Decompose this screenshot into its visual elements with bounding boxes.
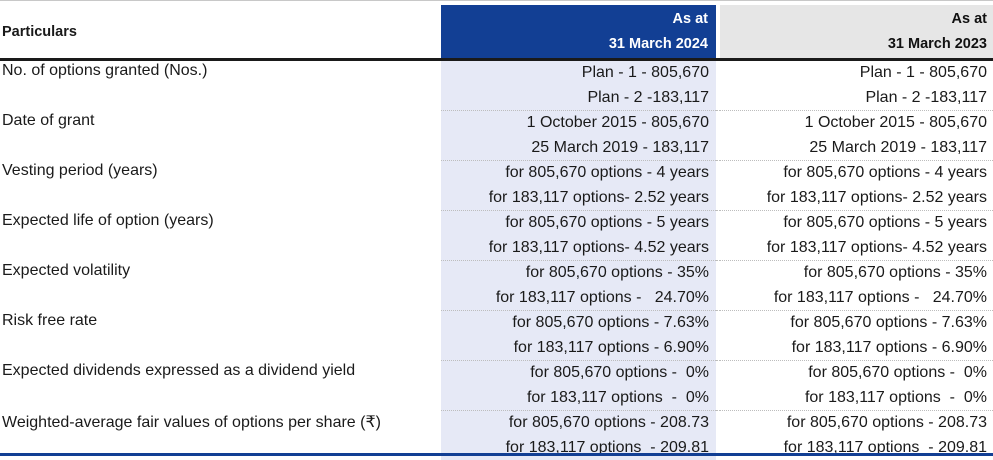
header-2024: As at 31 March 2024 [441, 5, 716, 58]
cell-2024: Plan - 2 -183,117 [441, 86, 716, 111]
row-label: Vesting period (years) [0, 161, 441, 211]
cell-2024: for 183,117 options - 24.70% [441, 286, 716, 311]
table-row: Weighted-average fair values of options … [0, 411, 993, 436]
cell-2023: for 805,670 options - 0% [720, 361, 993, 386]
table-row: Expected volatility for 805,670 options … [0, 261, 993, 286]
cell-2023: for 183,117 options - 0% [720, 386, 993, 411]
cell-2023: for 183,117 options - 24.70% [720, 286, 993, 311]
header-2024-line2: 31 March 2024 [441, 32, 708, 57]
cell-2024: for 805,670 options - 0% [441, 361, 716, 386]
cell-2023: 1 October 2015 - 805,670 [720, 111, 993, 136]
row-label: Risk free rate [0, 311, 441, 361]
table-row: Date of grant 1 October 2015 - 805,670 1… [0, 111, 993, 136]
cell-2024: 25 March 2019 - 183,117 [441, 136, 716, 161]
table-row: Vesting period (years) for 805,670 optio… [0, 161, 993, 186]
cell-2023: for 805,670 options - 35% [720, 261, 993, 286]
cell-2023: Plan - 2 -183,117 [720, 86, 993, 111]
header-2024-line1: As at [441, 7, 708, 32]
cell-2024: for 805,670 options - 208.73 [441, 411, 716, 436]
row-label: No. of options granted (Nos.) [0, 61, 441, 111]
cell-2024: for 183,117 options - 0% [441, 386, 716, 411]
table-row: Risk free rate for 805,670 options - 7.6… [0, 311, 993, 336]
cell-2023: for 183,117 options- 2.52 years [720, 186, 993, 211]
cell-2023: 25 March 2019 - 183,117 [720, 136, 993, 161]
cell-2024: for 183,117 options - 209.81 [441, 436, 716, 460]
cell-2024: Plan - 1 - 805,670 [441, 61, 716, 86]
cell-2023: for 183,117 options - 6.90% [720, 336, 993, 361]
esop-assumptions-table: Particulars As at 31 March 2024 As at 31… [0, 5, 993, 460]
row-label: Expected dividends expressed as a divide… [0, 361, 441, 411]
cell-2023: for 805,670 options - 4 years [720, 161, 993, 186]
header-2023: As at 31 March 2023 [720, 5, 993, 58]
table-row: No. of options granted (Nos.) Plan - 1 -… [0, 61, 993, 86]
cell-2024: for 805,670 options - 4 years [441, 161, 716, 186]
cell-2024: for 805,670 options - 5 years [441, 211, 716, 236]
cell-2024: 1 October 2015 - 805,670 [441, 111, 716, 136]
table-row: Expected life of option (years) for 805,… [0, 211, 993, 236]
header-particulars: Particulars [0, 5, 441, 58]
cell-2023: Plan - 1 - 805,670 [720, 61, 993, 86]
row-label: Date of grant [0, 111, 441, 161]
cell-2024: for 805,670 options - 7.63% [441, 311, 716, 336]
header-2023-line1: As at [720, 7, 987, 32]
cell-2023: for 183,117 options- 4.52 years [720, 236, 993, 261]
row-label: Expected life of option (years) [0, 211, 441, 261]
table-header-row: Particulars As at 31 March 2024 As at 31… [0, 5, 993, 58]
row-label: Expected volatility [0, 261, 441, 311]
cell-2023: for 805,670 options - 5 years [720, 211, 993, 236]
cell-2023: for 805,670 options - 7.63% [720, 311, 993, 336]
cell-2024: for 183,117 options- 2.52 years [441, 186, 716, 211]
cell-2024: for 805,670 options - 35% [441, 261, 716, 286]
cell-2023: for 805,670 options - 208.73 [720, 411, 993, 436]
cell-2024: for 183,117 options- 4.52 years [441, 236, 716, 261]
top-rule [0, 0, 993, 1]
table-row: Expected dividends expressed as a divide… [0, 361, 993, 386]
cell-2023: for 183,117 options - 209.81 [720, 436, 993, 460]
header-2023-line2: 31 March 2023 [720, 32, 987, 57]
cell-2024: for 183,117 options - 6.90% [441, 336, 716, 361]
